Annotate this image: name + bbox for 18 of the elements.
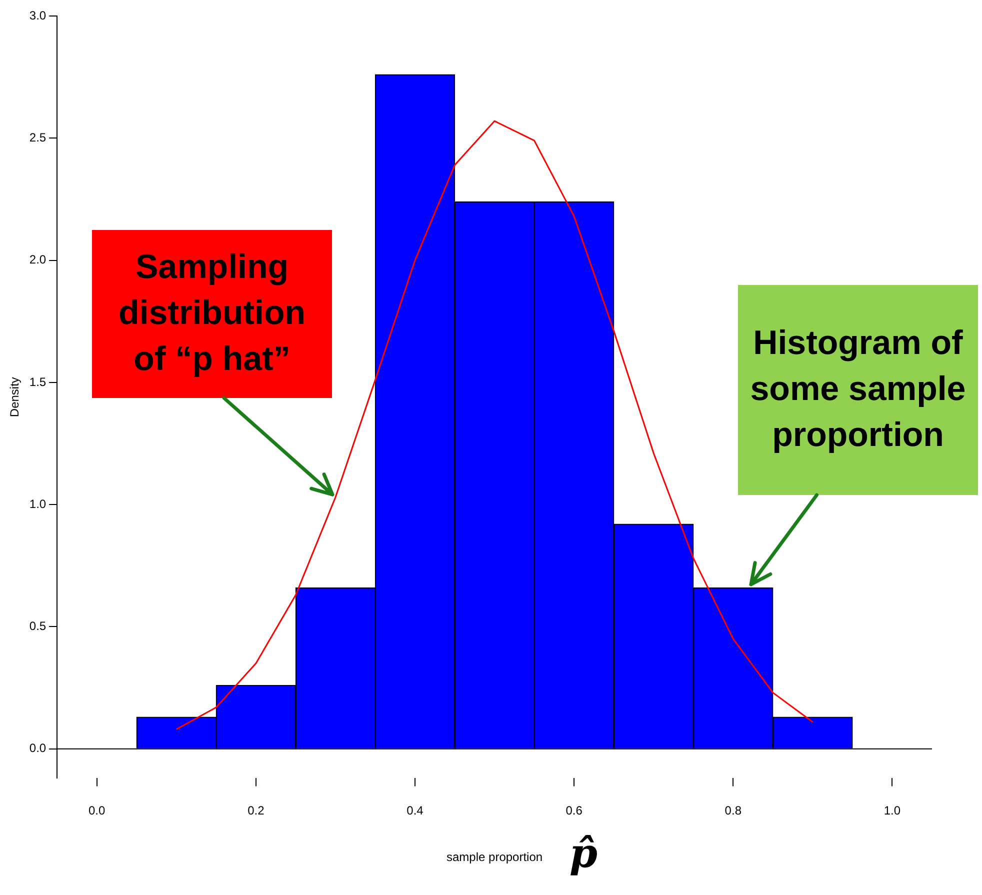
y-tick-label: 0.0 [29, 741, 46, 756]
annotation: Histogram of some sample proportion [738, 285, 978, 495]
x-tick-label: 0.2 [248, 804, 265, 818]
y-tick-label: 2.0 [29, 252, 46, 267]
annotation: Sampling distribution of “p hat” [92, 230, 332, 398]
x-axis-title: sample proportion [446, 850, 543, 864]
x-tick-label: 0.0 [88, 804, 106, 818]
y-tick-label: 1.0 [29, 496, 46, 511]
x-tick-label: 1.0 [884, 804, 901, 818]
text: p̂ [570, 830, 598, 877]
x-tick-label: 0.6 [566, 804, 583, 818]
y-tick-label: 3.0 [29, 8, 46, 22]
y-axis-title: Density [8, 377, 22, 418]
x-tick-label: 0.4 [406, 804, 424, 818]
y-tick-label: 2.5 [29, 130, 46, 144]
y-tick-label: 1.5 [29, 374, 46, 389]
y-tick-label: 0.5 [29, 619, 46, 634]
x-tick-label: 0.8 [724, 804, 742, 818]
